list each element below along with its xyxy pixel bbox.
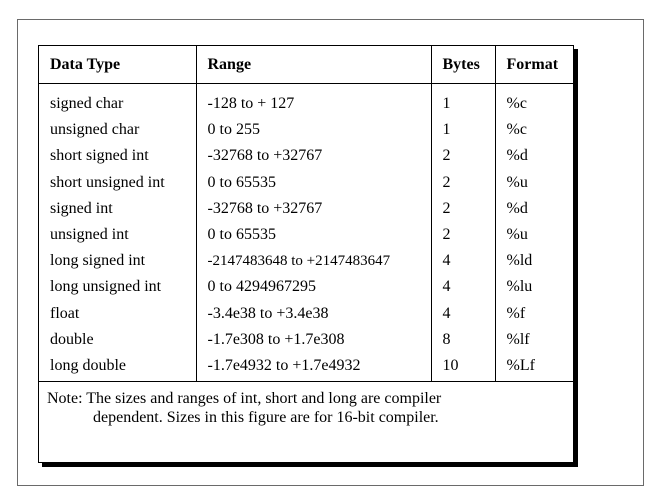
table-row: short unsigned int 0 to 65535 2 %u (39, 169, 575, 196)
header-bytes: Bytes (430, 46, 495, 84)
cell-data-type: long double (50, 356, 126, 374)
cell-bytes: 2 (430, 195, 495, 222)
cell-format: %lf (494, 326, 575, 353)
cell-bytes: 2 (430, 221, 495, 249)
figure-frame (17, 19, 644, 486)
cell-range: -2147483648 to +2147483647 (195, 248, 431, 275)
cell-range: 0 to 65535 (195, 169, 431, 196)
cell-bytes: 1 (430, 117, 495, 144)
cell-format: %c (494, 117, 575, 144)
table-header-row: Data Type Range Bytes Format (39, 46, 575, 84)
table-row: short signed int -32768 to +32767 2 %d (39, 143, 575, 170)
header-range: Range (195, 46, 431, 84)
cell-bytes: 2 (430, 169, 495, 196)
cell-data-type: long signed int (50, 252, 146, 270)
cell-data-type: short signed int (50, 147, 149, 165)
header-data-type: Data Type (39, 46, 196, 84)
cell-data-type: float (50, 304, 80, 322)
cell-format: %ld (494, 248, 575, 275)
cell-data-type: unsigned int (50, 226, 129, 244)
cell-range: -3.4e38 to +3.4e38 (195, 300, 431, 327)
header-format: Format (494, 46, 575, 84)
cell-data-type: unsigned char (50, 121, 140, 139)
cell-bytes: 4 (430, 274, 495, 301)
table-row: long double -1.7e4932 to +1.7e4932 10 %Lf (39, 352, 575, 382)
cell-format: %u (494, 221, 575, 249)
cell-range: 0 to 255 (195, 117, 431, 144)
table-spacer (39, 83, 575, 91)
cell-data-type: short unsigned int (50, 173, 165, 191)
cell-format: %d (494, 195, 575, 222)
table-row: unsigned char 0 to 255 1 %c (39, 117, 575, 144)
table-row: signed int -32768 to +32767 2 %d (39, 195, 575, 222)
data-types-table-box: Data Type Range Bytes Format signed char… (38, 45, 575, 463)
cell-range: -1.7e308 to +1.7e308 (195, 326, 431, 353)
cell-format: %d (494, 143, 575, 170)
cell-data-type: signed int (50, 199, 113, 217)
cell-range: -32768 to +32767 (195, 195, 431, 222)
table-row: float -3.4e38 to +3.4e38 4 %f (39, 300, 575, 327)
cell-bytes: 1 (430, 91, 495, 118)
cell-range: -1.7e4932 to +1.7e4932 (195, 352, 431, 382)
cell-format: %u (494, 169, 575, 196)
cell-format: %lu (494, 274, 575, 301)
cell-bytes: 4 (430, 248, 495, 275)
note-line-2: dependent. Sizes in this figure are for … (93, 409, 439, 427)
cell-range: -128 to + 127 (195, 91, 431, 118)
cell-data-type: double (50, 330, 94, 348)
cell-bytes: 4 (430, 300, 495, 327)
table-row: signed char -128 to + 127 1 %c (39, 91, 575, 118)
cell-bytes: 2 (430, 143, 495, 170)
table-row: long signed int -2147483648 to +214748364… (39, 248, 575, 275)
cell-format: %f (494, 300, 575, 327)
table-row: double -1.7e308 to +1.7e308 8 %lf (39, 326, 575, 353)
cell-data-type: long unsigned int (50, 278, 162, 296)
cell-range: 0 to 65535 (195, 221, 431, 249)
cell-data-type: signed char (50, 95, 124, 113)
table-row: unsigned int 0 to 65535 2 %u (39, 221, 575, 249)
cell-format: %c (494, 91, 575, 118)
table-row: long unsigned int 0 to 4294967295 4 %lu (39, 274, 575, 301)
note-line-1: Note: The sizes and ranges of int, short… (47, 390, 442, 408)
cell-format: %Lf (494, 352, 575, 382)
cell-bytes: 8 (430, 326, 495, 353)
data-types-table: Data Type Range Bytes Format signed char… (39, 46, 575, 382)
cell-range: -32768 to +32767 (195, 143, 431, 170)
table-note: Note: The sizes and ranges of int, short… (39, 381, 573, 427)
cell-range: 0 to 4294967295 (195, 274, 431, 301)
cell-bytes: 10 (430, 352, 495, 382)
